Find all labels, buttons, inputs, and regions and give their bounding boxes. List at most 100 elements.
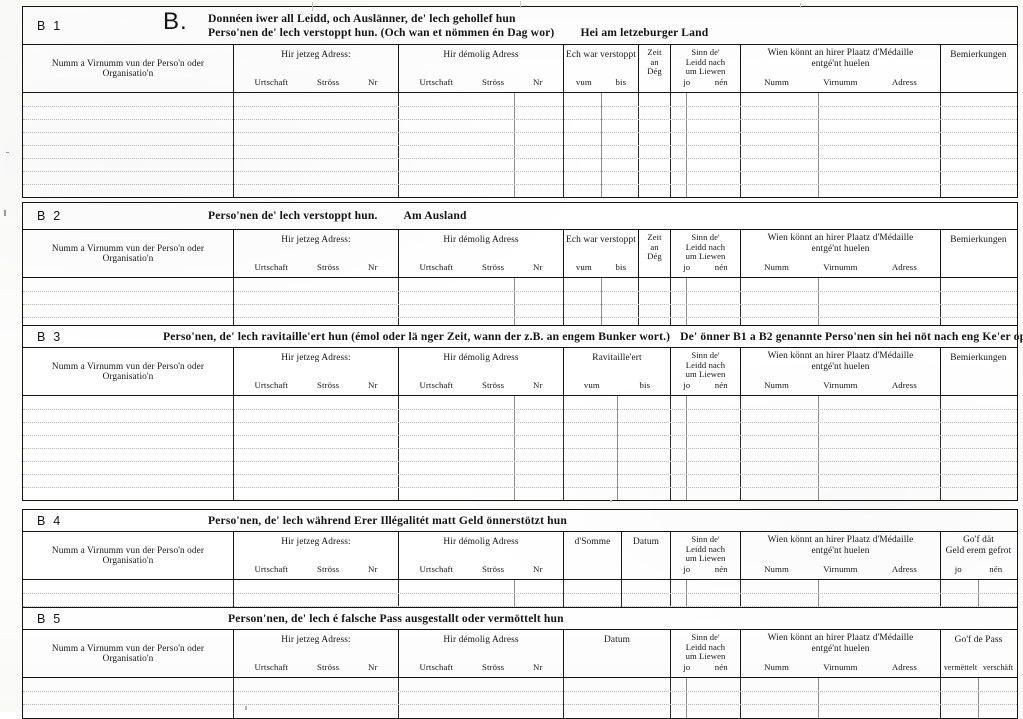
scan-speck — [4, 210, 6, 216]
block-b4-title-line1: Perso'nen, de' lech während Erer Illégal… — [208, 513, 567, 527]
header-current-address-subs: Urtschaft Ströss Nr — [234, 262, 398, 272]
header-former-address-subs: Urtschaft Ströss Nr — [399, 262, 563, 272]
subheader-numm: Numm — [764, 77, 789, 87]
block-b4-band: B 4 Perso'nen, de' lech während Erer Ill… — [23, 510, 1017, 532]
header-remarks: Bemierkungen — [940, 348, 1016, 395]
header-current-address-title: Hir jetzeg Adress: — [281, 635, 351, 645]
block-b1-title-line1: Donnéen iwer all Leidd, och Auslänner, d… — [208, 11, 516, 25]
subheader-stross: Ströss — [482, 564, 505, 574]
scan-speck — [245, 706, 247, 710]
header-datum-title: Datum — [632, 537, 660, 547]
header-datum-title: Datum — [603, 635, 631, 645]
column-divider — [940, 678, 941, 718]
header-sinn-line1: Sinn de' — [691, 47, 720, 57]
subheader-adress: Adress — [891, 662, 917, 672]
header-former-address-subs: Urtschaft Ströss Nr — [399, 77, 563, 87]
subheader-adress: Adress — [891, 262, 917, 272]
header-hidden-period: Ech war verstoppt vum bis — [563, 230, 638, 277]
header-name-column: Numm a Virnumm vun der Perso'n oder Orga… — [23, 230, 233, 277]
header-medal-subs: Numm Virnumm Adress — [741, 662, 940, 672]
header-hidden-period-subs: vum bis — [564, 262, 638, 272]
subheader-jo: jo — [683, 380, 691, 390]
subheader-jo: jo — [683, 564, 691, 574]
header-sinn-line1: Sinn de' — [691, 534, 720, 544]
block-b1-header: Numm a Virnumm vun der Perso'n oder Orga… — [23, 45, 1017, 93]
subheader-stross: Ströss — [317, 380, 340, 390]
header-remarks-title: Bemierkungen — [950, 235, 1007, 245]
block-b1-body[interactable] — [23, 93, 1017, 197]
header-passport-source: Go'f de Pass vermëttelt verschäft — [940, 630, 1016, 677]
subheader-urtschaft: Urtschaft — [419, 662, 454, 672]
form-block-b1: B 1 B. Donnéen iwer all Leidd, och Auslä… — [22, 6, 1018, 198]
block-b5-title-line1: Person'nen, de' lech é falsche Pass ausg… — [228, 611, 564, 625]
header-passport-source-subs: vermëttelt verschäft — [941, 663, 1016, 672]
header-medal-subs: Numm Virnumm Adress — [741, 77, 940, 87]
row-divider — [23, 106, 1017, 107]
subheader-numm: Numm — [764, 380, 789, 390]
block-b2-number: B 2 — [37, 209, 63, 223]
title-gap — [554, 26, 580, 40]
subheader-stross: Ströss — [482, 662, 505, 672]
header-name-column-label: Numm a Virnumm vun der Perso'n oder Orga… — [51, 58, 205, 79]
header-former-address: Hir démolig Adress Urtschaft Ströss Nr — [398, 348, 563, 395]
column-divider — [398, 678, 399, 718]
subheader-urtschaft: Urtschaft — [254, 262, 289, 272]
subheader-numm: Numm — [764, 662, 789, 672]
header-name-column: Numm a Virnumm vun der Perso'n oder Orga… — [23, 348, 233, 395]
header-zeit-an-deg-stack: Zeit an Dég — [639, 47, 670, 77]
header-medal-line1: Wien könnt an hirer Plaatz d'Médaille — [767, 351, 914, 361]
subheader-stross: Ströss — [317, 262, 340, 272]
header-current-address-subs: Urtschaft Ströss Nr — [234, 77, 398, 87]
column-divider — [233, 580, 234, 620]
header-sinn-line1: Sinn de' — [691, 232, 720, 242]
subheader-urtschaft: Urtschaft — [254, 564, 289, 574]
header-medal-line2: entgé'nt huelen — [811, 59, 870, 69]
subheader-virnumm: Virnumm — [823, 564, 858, 574]
block-b4-body[interactable] — [23, 580, 1017, 620]
block-b5-title: Person'nen, de' lech é falsche Pass ausg… — [228, 608, 564, 629]
header-deg: Dég — [647, 66, 662, 77]
header-medal-title: Wien könnt an hirer Plaatz d'Médaille en… — [741, 532, 940, 557]
header-current-address-title: Hir jetzeg Adress: — [281, 353, 351, 363]
header-sinn-line2: Leidd nach — [685, 56, 726, 67]
header-current-address: Hir jetzeg Adress: Urtschaft Ströss Nr — [233, 630, 398, 677]
row-divider — [23, 158, 1017, 159]
header-still-alive-subs: jo nén — [671, 564, 740, 574]
subheader-nen: nén — [714, 662, 728, 672]
header-medal-subs: Numm Virnumm Adress — [741, 262, 940, 272]
header-an: an — [650, 241, 659, 252]
header-still-alive-stack: Sinn de' Leidd nach um Liewen — [671, 47, 740, 77]
header-gof-dat-line2: Geld erem gefrot — [945, 546, 1012, 556]
subheader-nr: Nr — [533, 564, 543, 574]
header-still-alive-subs: jo nén — [671, 380, 740, 390]
block-b5-body[interactable] — [23, 678, 1017, 718]
subheader-stross: Ströss — [317, 662, 340, 672]
header-zeit: Zeit — [647, 47, 662, 57]
header-medal-line1: Wien könnt an hirer Plaatz d'Médaille — [767, 233, 914, 243]
title-gap — [378, 209, 404, 223]
header-still-alive: Sinn de' Leidd nach um Liewen jo nén — [670, 230, 740, 277]
subheader-numm: Numm — [764, 564, 789, 574]
block-b3-body[interactable] — [23, 396, 1017, 500]
header-former-address-title: Hir démolig Adress — [443, 353, 519, 363]
header-somme: d'Somme — [563, 532, 621, 579]
header-medal-recipient: Wien könnt an hirer Plaatz d'Médaille en… — [740, 45, 940, 92]
header-sinn-line3: um Liewen — [685, 251, 726, 262]
block-b1-title-line2-tail: Hei am letzeburger Land — [580, 25, 709, 39]
header-somme-title: d'Somme — [574, 537, 611, 547]
block-b4-header: Numm a Virnumm vun der Perso'n oder Orga… — [23, 532, 1017, 580]
block-b2-body[interactable] — [23, 278, 1017, 330]
row-divider — [23, 184, 1017, 185]
header-sinn-line3: um Liewen — [685, 369, 726, 380]
row-divider — [23, 171, 1017, 172]
column-divider — [398, 580, 399, 620]
header-passport-source-title: Go'f de Pass — [954, 635, 1003, 645]
scan-speck — [610, 500, 612, 502]
subheader-urtschaft: Urtschaft — [254, 77, 289, 87]
header-an: an — [650, 56, 659, 67]
header-name-column-label: Numm a Virnumm vun der Perso'n oder Orga… — [51, 361, 205, 382]
subheader-virnumm: Virnumm — [823, 380, 858, 390]
block-b3-number: B 3 — [37, 329, 63, 344]
row-divider — [23, 487, 1017, 488]
header-current-address: Hir jetzeg Adress: Urtschaft Ströss Nr — [233, 230, 398, 277]
